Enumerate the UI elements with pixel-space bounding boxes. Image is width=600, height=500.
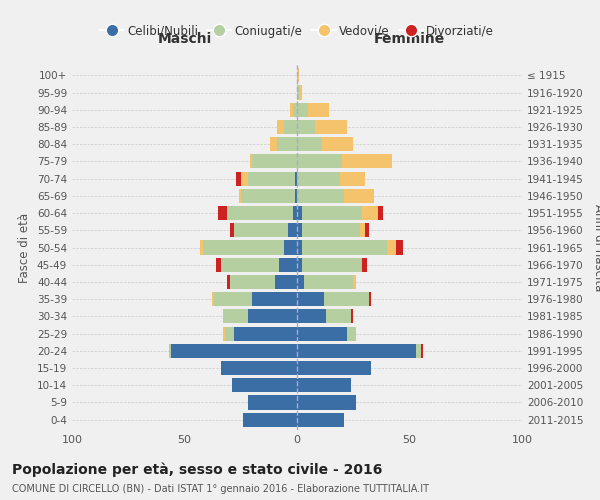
Bar	[203, 240, 284, 254]
Bar	[252, 154, 297, 168]
Bar	[248, 396, 297, 409]
Bar	[299, 86, 302, 100]
Bar	[297, 412, 344, 426]
Bar	[223, 310, 248, 324]
Bar	[279, 258, 297, 272]
Text: Maschi: Maschi	[157, 32, 212, 46]
Bar	[297, 206, 302, 220]
Bar	[340, 172, 365, 185]
Bar	[227, 275, 229, 289]
Bar	[297, 102, 308, 117]
Bar	[297, 68, 299, 82]
Bar	[304, 275, 353, 289]
Bar	[362, 258, 367, 272]
Bar	[297, 396, 355, 409]
Bar	[223, 326, 225, 340]
Bar	[416, 344, 421, 358]
Bar	[302, 258, 362, 272]
Bar	[326, 310, 351, 324]
Bar	[295, 172, 297, 185]
Bar	[218, 206, 227, 220]
Bar	[421, 344, 423, 358]
Bar	[236, 172, 241, 185]
Y-axis label: Anni di nascita: Anni di nascita	[592, 204, 600, 291]
Bar	[227, 206, 293, 220]
Text: Popolazione per età, sesso e stato civile - 2016: Popolazione per età, sesso e stato civil…	[12, 462, 382, 477]
Bar	[277, 137, 297, 152]
Bar	[169, 344, 171, 358]
Bar	[200, 240, 203, 254]
Bar	[344, 189, 373, 203]
Bar	[297, 361, 371, 375]
Bar	[396, 240, 403, 254]
Bar	[297, 258, 302, 272]
Bar	[293, 102, 297, 117]
Bar	[248, 172, 295, 185]
Bar	[302, 206, 362, 220]
Bar	[241, 172, 248, 185]
Y-axis label: Fasce di età: Fasce di età	[19, 212, 31, 282]
Bar	[347, 326, 355, 340]
Bar	[295, 189, 297, 203]
Bar	[297, 275, 304, 289]
Bar	[297, 172, 340, 185]
Bar	[360, 223, 365, 238]
Bar	[387, 240, 396, 254]
Bar	[234, 223, 288, 238]
Bar	[216, 258, 221, 272]
Bar	[225, 326, 234, 340]
Bar	[284, 120, 297, 134]
Bar	[378, 206, 383, 220]
Bar	[212, 292, 214, 306]
Bar	[270, 137, 277, 152]
Bar	[221, 361, 297, 375]
Bar	[297, 189, 344, 203]
Bar	[284, 240, 297, 254]
Bar	[297, 292, 324, 306]
Bar	[302, 240, 387, 254]
Legend: Celibi/Nubili, Coniugati/e, Vedovi/e, Divorziati/e: Celibi/Nubili, Coniugati/e, Vedovi/e, Di…	[95, 20, 499, 42]
Bar	[297, 137, 322, 152]
Bar	[351, 310, 353, 324]
Bar	[297, 223, 302, 238]
Bar	[232, 378, 297, 392]
Bar	[315, 120, 347, 134]
Bar	[243, 412, 297, 426]
Bar	[248, 310, 297, 324]
Bar	[288, 223, 297, 238]
Bar	[229, 223, 234, 238]
Bar	[353, 275, 355, 289]
Bar	[302, 223, 360, 238]
Text: Femmine: Femmine	[374, 32, 445, 46]
Bar	[275, 275, 297, 289]
Bar	[171, 344, 297, 358]
Bar	[221, 258, 279, 272]
Bar	[229, 275, 275, 289]
Bar	[308, 102, 329, 117]
Bar	[297, 310, 326, 324]
Bar	[324, 292, 369, 306]
Bar	[293, 206, 297, 220]
Bar	[322, 137, 353, 152]
Bar	[297, 326, 347, 340]
Bar	[365, 223, 369, 238]
Bar	[234, 326, 297, 340]
Bar	[297, 86, 299, 100]
Bar	[362, 206, 378, 220]
Bar	[297, 154, 342, 168]
Bar	[241, 189, 295, 203]
Bar	[297, 378, 351, 392]
Bar	[290, 102, 293, 117]
Bar	[369, 292, 371, 306]
Bar	[297, 240, 302, 254]
Bar	[342, 154, 392, 168]
Bar	[277, 120, 284, 134]
Bar	[297, 120, 315, 134]
Bar	[252, 292, 297, 306]
Bar	[297, 344, 416, 358]
Bar	[214, 292, 252, 306]
Text: COMUNE DI CIRCELLO (BN) - Dati ISTAT 1° gennaio 2016 - Elaborazione TUTTITALIA.I: COMUNE DI CIRCELLO (BN) - Dati ISTAT 1° …	[12, 484, 429, 494]
Bar	[239, 189, 241, 203]
Bar	[250, 154, 252, 168]
